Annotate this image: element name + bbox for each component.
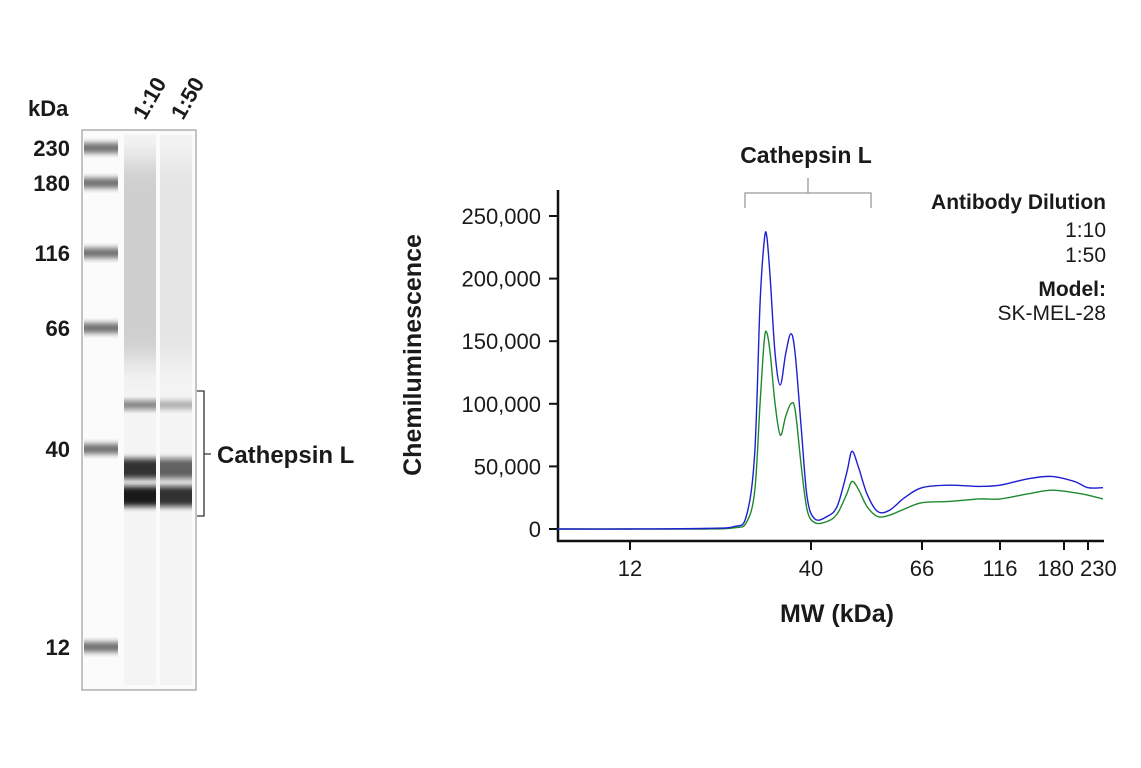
x-tick-label: 40 [799,556,823,581]
y-tick-label: 100,000 [461,392,541,417]
marker-label: 230 [33,136,70,161]
marker-label: 66 [46,316,70,341]
model-label: Model: [1038,278,1106,301]
ladder-band [84,248,118,258]
sample-band [160,486,192,507]
x-tick-label: 116 [982,556,1017,581]
y-tick-label: 200,000 [461,267,541,292]
kda-unit-label: kDa [28,96,69,121]
lane-smear [124,160,156,360]
legend-entry-1-50: 1:50 [1065,244,1106,267]
x-tick-label: 66 [910,556,934,581]
marker-label: 180 [33,171,70,196]
sample-band [160,458,192,479]
title-bracket [744,178,872,208]
x-axis-label: MW (kDa) [780,600,894,628]
ladder-band [84,178,118,188]
model-value: SK-MEL-28 [997,302,1106,325]
x-tick-label: 12 [618,556,642,581]
marker-label: 12 [46,635,70,660]
x-tick-label: 230 [1080,556,1117,581]
y-tick-label: 250,000 [461,204,541,229]
line-chart: Cathepsin L 0 50,000 100,000 150,000 200,000… [399,142,1117,628]
y-tick-label: 0 [529,517,541,542]
ladder-band [84,143,118,153]
chart-title: Cathepsin L [740,142,872,168]
ladder-band [84,642,118,652]
marker-label: 40 [46,437,70,462]
sample-band [124,458,156,479]
legend-entry-1-10: 1:10 [1065,219,1106,242]
sample-band [124,400,156,409]
lane-smear [160,160,192,360]
y-tick-label: 150,000 [461,329,541,354]
series-line-1-10 [557,231,1103,530]
x-tick-label: 180 [1037,556,1074,581]
legend-title: Antibody Dilution [931,191,1106,214]
y-tick-label: 50,000 [474,454,541,479]
ladder-band [84,444,118,454]
cathepsin-bracket-gel [197,390,211,517]
gel-panel: kDa 1:10 1:50 230 180 116 66 40 12 Cathepsin … [28,73,354,691]
marker-label: 116 [35,241,71,266]
sample-band [160,400,192,409]
y-axis-label: Chemiluminescence [399,234,427,476]
series-line-1-50 [557,330,1104,530]
legend: Antibody Dilution 1:10 1:50 Model: SK-ME… [931,191,1106,325]
sample-band [124,486,156,507]
lane-label-2: 1:50 [166,73,210,124]
ladder-band [84,323,118,333]
cathepsin-label-gel: Cathepsin L [217,442,354,469]
lane-label-1: 1:10 [128,73,172,124]
